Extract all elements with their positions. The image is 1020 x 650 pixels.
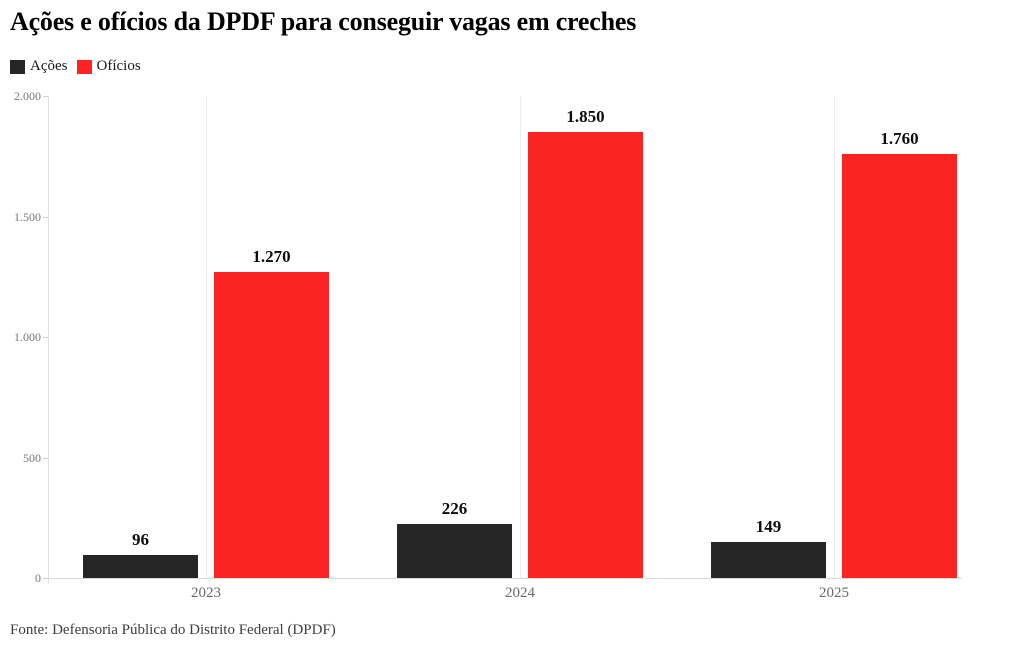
y-axis-line	[48, 96, 49, 584]
bar-value-label: 1.850	[566, 107, 605, 126]
y-axis-tick-label: 1.000	[14, 330, 41, 344]
legend-item-oficios: Ofícios	[76, 58, 141, 75]
y-axis-tick	[43, 337, 48, 338]
bar-value-label: 1.760	[880, 129, 919, 148]
category-gridline	[206, 96, 207, 578]
y-axis-tick	[43, 578, 48, 579]
y-axis-tick-label: 2.000	[14, 89, 41, 103]
source-note: Fonte: Defensoria Pública do Distrito Fe…	[10, 622, 336, 638]
legend-label-oficios: Ofícios	[96, 58, 141, 74]
bar-value-label: 96	[132, 530, 149, 549]
x-axis-line	[48, 578, 962, 579]
page-title: Ações e ofícios da DPDF para conseguir v…	[10, 7, 637, 36]
legend-swatch-oficios	[76, 59, 92, 74]
bar-oficios-2025	[842, 154, 957, 578]
x-axis-category-label: 2023	[191, 585, 221, 601]
y-axis-tick-label: 500	[23, 451, 41, 465]
chart-legend: Ações Ofícios	[10, 58, 141, 75]
bar-value-label: 149	[755, 517, 782, 536]
legend-label-acoes: Ações	[30, 58, 68, 74]
y-axis-tick	[43, 217, 48, 218]
x-axis-category-label: 2025	[819, 585, 849, 601]
bar-value-label: 1.270	[252, 247, 291, 266]
bar-oficios-2024	[528, 132, 643, 578]
y-axis-tick	[43, 96, 48, 97]
y-axis-tick-label: 1.500	[14, 210, 41, 224]
x-axis-category-label: 2024	[505, 585, 535, 601]
legend-item-acoes: Ações	[10, 58, 68, 75]
y-axis-tick-label: 0	[35, 571, 41, 585]
category-gridline	[520, 96, 521, 578]
bar-acoes-2024	[397, 524, 512, 578]
legend-swatch-acoes	[10, 59, 25, 74]
bar-acoes-2023	[83, 555, 198, 578]
bar-oficios-2023	[214, 272, 329, 578]
y-axis-tick	[43, 458, 48, 459]
bar-value-label: 226	[441, 499, 468, 518]
bar-acoes-2025	[711, 542, 826, 578]
category-gridline	[834, 96, 835, 578]
